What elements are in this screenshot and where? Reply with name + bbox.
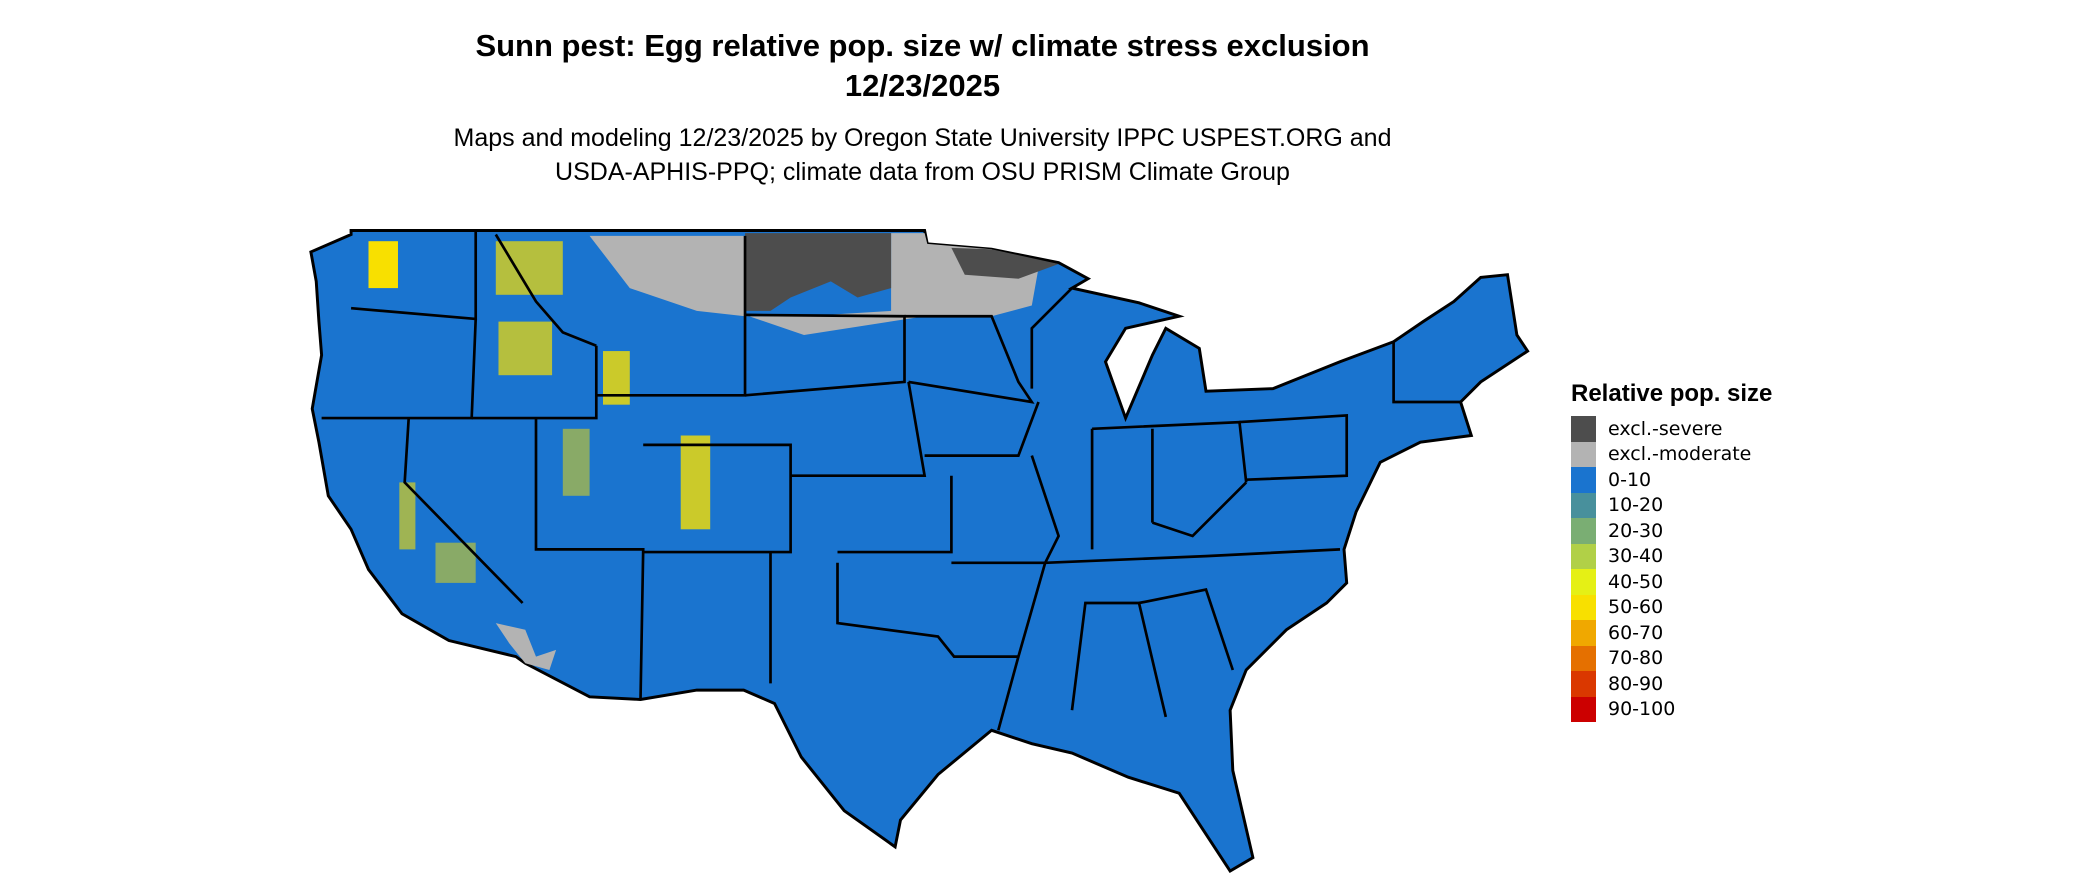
legend-swatch [1571, 594, 1596, 620]
legend-item: excl.-moderate [1571, 441, 1772, 467]
legend-label: 80-90 [1608, 672, 1664, 695]
legend-swatch [1571, 518, 1596, 544]
legend-title: Relative pop. size [1571, 380, 1773, 407]
legend-item: 50-60 [1571, 594, 1772, 620]
legend-swatch [1571, 620, 1596, 646]
legend-swatch [1571, 543, 1596, 569]
legend-label: excl.-moderate [1608, 443, 1752, 466]
legend-label: 20-30 [1608, 519, 1664, 542]
legend-swatch [1571, 441, 1596, 467]
legend: Relative pop. size excl.-severe excl.-mod… [1571, 380, 1772, 722]
legend-item: 80-90 [1571, 671, 1772, 697]
legend-label: 90-100 [1608, 698, 1676, 721]
subtitle-line-2: USDA-APHIS-PPQ; climate data from OSU PR… [555, 158, 1290, 186]
legend-item: excl.-severe [1571, 416, 1772, 442]
legend-swatch [1571, 492, 1596, 518]
legend-item: 60-70 [1571, 620, 1772, 646]
legend-swatch [1571, 645, 1596, 671]
legend-label: 10-20 [1608, 494, 1664, 517]
map-title: Sunn pest: Egg relative pop. size w/ cli… [475, 28, 1370, 63]
legend-item: 90-100 [1571, 696, 1772, 722]
suitability-speckles [368, 241, 711, 583]
excluded-severe-area [745, 233, 1059, 311]
legend-label: 40-50 [1608, 570, 1664, 593]
legend-item: 40-50 [1571, 569, 1772, 595]
legend-label: 50-60 [1608, 596, 1664, 619]
us-outline [309, 229, 1530, 873]
legend-swatch [1571, 696, 1596, 722]
map-date: 12/23/2025 [844, 68, 1001, 103]
legend-item: 0-10 [1571, 467, 1772, 493]
legend-swatch [1571, 416, 1596, 442]
legend-swatch [1571, 569, 1596, 595]
excluded-moderate-area [589, 233, 1039, 335]
legend-item: 30-40 [1571, 543, 1772, 569]
subtitle-line-1: Maps and modeling 12/23/2025 by Oregon S… [453, 124, 1392, 152]
state-borders [321, 230, 1461, 731]
excluded-moderate-southwest [495, 623, 557, 670]
legend-label: 60-70 [1608, 621, 1664, 644]
legend-swatch [1571, 467, 1596, 493]
legend-label: excl.-severe [1608, 417, 1723, 440]
legend-item: 70-80 [1571, 645, 1772, 671]
legend-item: 20-30 [1571, 518, 1772, 544]
legend-label: 70-80 [1608, 647, 1664, 670]
legend-item: 10-20 [1571, 492, 1772, 518]
legend-label: 30-40 [1608, 545, 1664, 568]
legend-label: 0-10 [1608, 468, 1652, 491]
legend-swatch [1571, 671, 1596, 697]
